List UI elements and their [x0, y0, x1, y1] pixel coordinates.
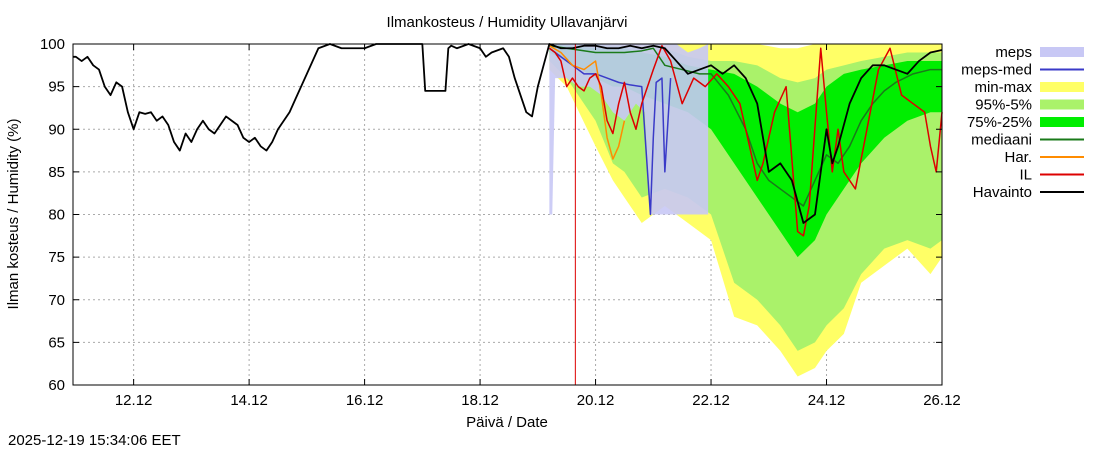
x-tick-label: 20.12: [577, 392, 615, 409]
legend-label-meps: meps: [995, 44, 1032, 61]
y-axis-label: Ilman kosteus / Humidity (%): [5, 119, 22, 310]
legend-label-min-max: min-max: [974, 79, 1032, 96]
y-tick-label: 90: [48, 121, 65, 138]
x-tick-label: 24.12: [808, 392, 846, 409]
legend-swatch-75-25: [1040, 117, 1084, 127]
x-tick-label: 14.12: [230, 392, 268, 409]
line-har: [548, 45, 626, 160]
line-mediaani: [549, 44, 942, 207]
line-series: [73, 43, 943, 237]
legend-label-il: IL: [1019, 167, 1032, 184]
band-meps: [549, 44, 709, 215]
line-il: [548, 44, 943, 237]
legend-label-75-25: 75%-25%: [967, 114, 1032, 131]
legend-swatch-95-5: [1040, 99, 1084, 110]
y-tick-label: 95: [48, 79, 65, 96]
legend-label-95-5: 95%-5%: [975, 97, 1032, 114]
y-tick-label: 75: [48, 249, 65, 266]
legend-label-har: Har.: [1004, 149, 1032, 166]
legend-swatch-meps: [1040, 47, 1084, 57]
x-tick-label: 12.12: [115, 392, 153, 409]
legend-label-mediaani: mediaani: [971, 132, 1032, 149]
generation-timestamp: 2025-12-19 15:34:06 EET: [8, 432, 181, 449]
legend-label-meps-med: meps-med: [961, 62, 1032, 79]
x-tick-label: 16.12: [346, 392, 384, 409]
x-tick-label: 18.12: [461, 392, 499, 409]
legend-swatch-min-max: [1040, 82, 1084, 92]
line-meps-med: [548, 47, 672, 216]
y-tick-label: 100: [40, 36, 65, 53]
x-axis-ticks: 12.12 14.12 16.12 18.12 20.12 22.12 24.12 26.12: [115, 44, 961, 409]
y-tick-label: 65: [48, 334, 65, 351]
legend: mepsmeps-medmin-max95%-5%75%-25%mediaani…: [961, 44, 1084, 201]
x-tick-label: 22.12: [692, 392, 730, 409]
y-axis-ticks: 60 65 70 75 80 85 90 95 100: [40, 36, 942, 394]
x-axis-label: Päivä / Date: [466, 414, 548, 431]
y-tick-label: 80: [48, 207, 65, 224]
y-tick-label: 70: [48, 292, 65, 309]
chart-title: Ilmankosteus / Humidity Ullavanjärvi: [387, 14, 628, 31]
y-tick-label: 60: [48, 377, 65, 394]
x-tick-label: 26.12: [923, 392, 961, 409]
line-havainto: [73, 43, 943, 224]
legend-label-havainto: Havainto: [973, 184, 1032, 201]
y-tick-label: 85: [48, 164, 65, 181]
